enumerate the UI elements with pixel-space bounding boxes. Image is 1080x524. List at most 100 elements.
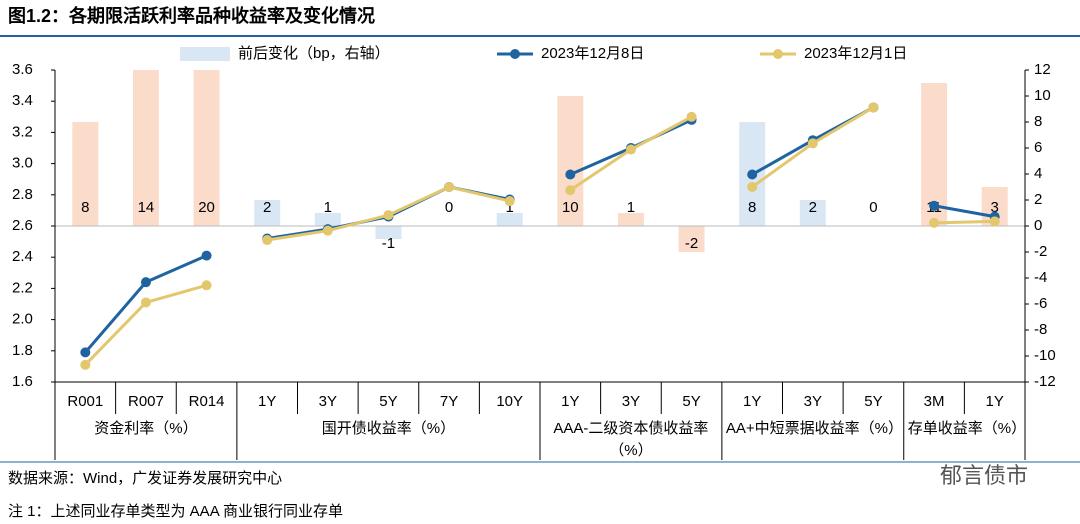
x-tick-label: 3Y	[804, 393, 822, 410]
group-label: 国开债收益率（%）	[321, 420, 456, 437]
bar-label: 1	[627, 199, 635, 216]
bar-label: 2	[809, 199, 817, 216]
x-tick-label: 1Y	[561, 393, 579, 410]
y2-tick-label: -4	[1034, 269, 1047, 286]
x-tick-label: 1Y	[986, 393, 1004, 410]
y2-tick-label: -6	[1034, 295, 1047, 312]
y2-tick-label: -12	[1034, 373, 1056, 390]
marker	[262, 235, 273, 246]
bar-label: 8	[748, 199, 756, 216]
x-tick-label: R007	[128, 393, 164, 410]
y-tick-label: 2.2	[12, 279, 33, 296]
x-tick-label: R001	[67, 393, 103, 410]
x-tick-label: 5Y	[864, 393, 882, 410]
x-tick-label: 5Y	[379, 393, 397, 410]
x-tick-label: 7Y	[440, 393, 458, 410]
bar	[678, 226, 705, 252]
marker	[686, 111, 697, 122]
marker	[504, 196, 515, 207]
y2-tick-label: 8	[1034, 113, 1042, 130]
bar-label: -2	[685, 235, 698, 252]
y2-tick-label: 0	[1034, 217, 1042, 234]
bar	[314, 213, 341, 226]
group-label: AAA-二级资本债收益率（%）	[553, 420, 709, 459]
legend-marker	[510, 49, 520, 59]
x-tick-label: 3M	[924, 393, 945, 410]
x-tick-label: 3Y	[319, 393, 337, 410]
y-tick-label: 2.6	[12, 217, 33, 234]
y-tick-label: 3.2	[12, 123, 33, 140]
source: 数据来源：Wind，广发证券发展研究中心	[8, 470, 282, 487]
chart-title: 图1.2：各期限活跃利率品种收益率及变化情况	[8, 5, 375, 26]
legend-label: 前后变化（bp，右轴）	[238, 45, 390, 62]
bar	[496, 213, 523, 226]
line	[933, 204, 995, 219]
marker	[444, 182, 455, 192]
y2-tick-label: 12	[1034, 61, 1051, 78]
y-tick-label: 1.8	[12, 342, 33, 359]
x-tick-label: R014	[189, 393, 225, 410]
bar	[132, 70, 159, 226]
marker	[140, 297, 151, 308]
line	[84, 283, 207, 366]
bar-label: 8	[81, 199, 89, 216]
y-tick-label: 2.8	[12, 186, 33, 203]
legend-marker	[773, 49, 783, 59]
y2-tick-label: 2	[1034, 191, 1042, 208]
legend-label: 2023年12月8日	[541, 45, 644, 62]
marker	[929, 200, 940, 211]
marker	[747, 169, 758, 180]
legend-label: 2023年12月1日	[804, 45, 907, 62]
x-tick-label: 5Y	[682, 393, 700, 410]
marker	[929, 217, 940, 228]
bars	[72, 70, 1008, 252]
legend-swatch	[180, 47, 230, 61]
bar	[254, 200, 281, 226]
line	[934, 219, 995, 225]
y-tick-label: 3.4	[12, 92, 33, 109]
marker	[868, 102, 879, 113]
x-tick-label: 1Y	[743, 393, 761, 410]
marker	[747, 182, 758, 192]
bar	[72, 122, 99, 226]
y2-tick-label: -2	[1034, 243, 1047, 260]
y2-tick-label: 10	[1034, 87, 1051, 104]
bar	[193, 70, 220, 226]
marker	[80, 347, 91, 358]
bar-label: 3	[991, 199, 999, 216]
x-tick-label: 1Y	[258, 393, 276, 410]
y2-tick-label: 6	[1034, 139, 1042, 156]
bar-label: 1	[506, 199, 514, 216]
watermark: 郁言债市	[940, 463, 1028, 488]
bar	[617, 213, 644, 226]
marker	[565, 185, 576, 196]
y-tick-label: 3.6	[12, 61, 33, 78]
y-tick-label: 2.0	[12, 311, 33, 328]
y-tick-label: 2.4	[12, 248, 33, 265]
marker	[201, 280, 212, 291]
bar	[557, 96, 584, 226]
y-tick-label: 3.0	[12, 155, 33, 172]
marker	[80, 359, 91, 370]
marker	[565, 169, 576, 180]
marker	[807, 138, 818, 149]
x-tick-label: 3Y	[622, 393, 640, 410]
bar-label: -1	[382, 235, 395, 252]
y2-tick-label: -10	[1034, 347, 1056, 364]
group-label: 资金利率（%）	[94, 420, 198, 437]
marker	[201, 250, 212, 261]
y-tick-label: 1.6	[12, 373, 33, 390]
y2-tick-label: 4	[1034, 165, 1042, 182]
bar	[375, 226, 402, 239]
bar-label: 1	[324, 199, 332, 216]
bar-label: 10	[562, 199, 579, 216]
note: 注 1：上述同业存单类型为 AAA 商业银行同业存单	[8, 503, 343, 520]
bar-label: 0	[869, 199, 877, 216]
marker	[625, 144, 636, 155]
marker	[140, 277, 151, 288]
marker	[989, 216, 1000, 227]
y2-tick-label: -8	[1034, 321, 1047, 338]
bar-label: 2	[263, 199, 271, 216]
